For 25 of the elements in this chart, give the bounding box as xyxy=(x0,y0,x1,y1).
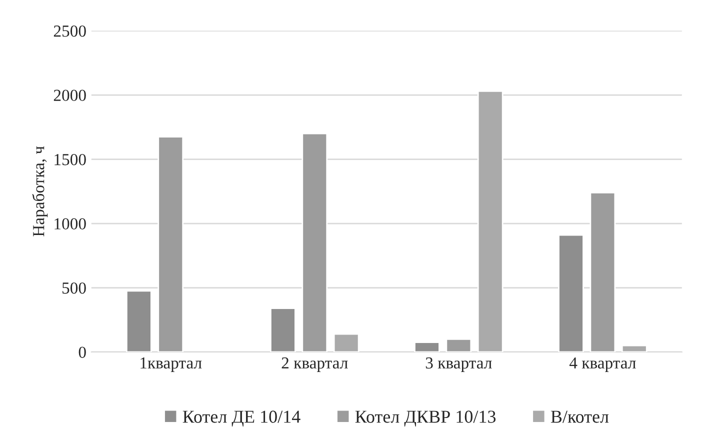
y-tick-label: 2000 xyxy=(54,90,86,101)
bar xyxy=(333,333,360,352)
bar xyxy=(126,290,152,352)
bar xyxy=(590,192,616,352)
bar xyxy=(446,338,472,352)
y-tick-label: 1500 xyxy=(54,154,86,166)
bar xyxy=(558,234,584,352)
y-tick-label: 2500 xyxy=(54,26,86,37)
x-tick-label: 1квартал xyxy=(140,357,202,372)
bar xyxy=(270,308,296,352)
y-tick-label: 500 xyxy=(62,282,86,294)
bar xyxy=(414,342,440,352)
x-tick-label: 3 квартал xyxy=(426,357,492,372)
legend-label: Котел ДЕ 10/14 xyxy=(182,410,300,426)
bar xyxy=(158,136,184,352)
legend-label: В/котел xyxy=(550,410,609,423)
bar xyxy=(621,344,648,352)
y-axis-title: Наработка, ч xyxy=(32,146,48,236)
bar xyxy=(302,132,328,352)
x-tick-label: 4 квартал xyxy=(569,357,636,372)
legend-label: Котел ДКВР 10/13 xyxy=(355,410,496,426)
x-tick-label: 2 квартал xyxy=(282,357,348,372)
y-tick-label: 1000 xyxy=(54,218,86,230)
bar xyxy=(477,90,504,352)
y-tick-label: 0 xyxy=(78,346,86,358)
